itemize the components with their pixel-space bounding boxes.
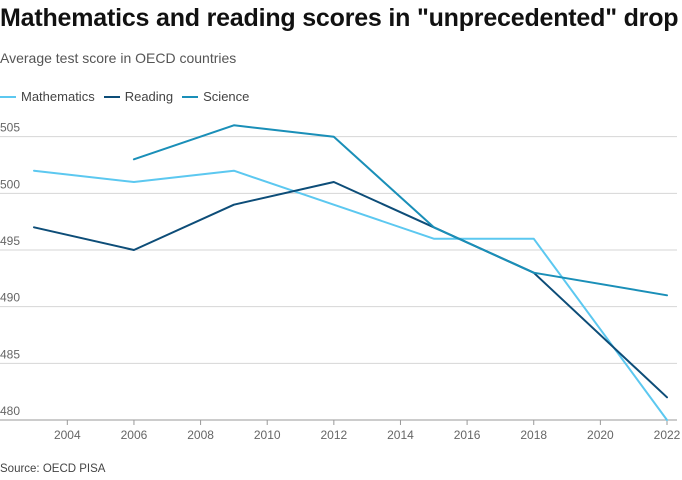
legend-item-reading: Reading xyxy=(103,89,174,104)
y-tick-label-495: 495 xyxy=(0,234,20,248)
series-line-science xyxy=(132,124,668,297)
y-tick-label-480: 480 xyxy=(0,404,20,418)
x-tick-label-2010: 2010 xyxy=(254,428,281,442)
chart-subtitle: Average test score in OECD countries xyxy=(0,50,237,66)
legend-swatch-reading xyxy=(103,95,120,98)
y-tick-label-490: 490 xyxy=(0,291,20,305)
x-tick-label-2012: 2012 xyxy=(320,428,347,442)
x-tick-label-2004: 2004 xyxy=(54,428,81,442)
legend-swatch-mathematics xyxy=(0,95,16,98)
legend-item-mathematics: Mathematics xyxy=(0,89,95,104)
source-note: Source: OECD PISA xyxy=(0,463,106,475)
x-tick-label-2020: 2020 xyxy=(587,428,614,442)
x-tick-label-2008: 2008 xyxy=(187,428,214,442)
x-tick-label-2018: 2018 xyxy=(520,428,547,442)
x-tick-label-2016: 2016 xyxy=(454,428,481,442)
y-tick-label-500: 500 xyxy=(0,177,20,191)
legend-label-mathematics: Mathematics xyxy=(21,89,95,104)
legend-label-science: Science xyxy=(203,89,250,104)
x-tick-label-2006: 2006 xyxy=(121,428,148,442)
y-tick-label-485: 485 xyxy=(0,347,20,361)
legend: Mathematics Reading Science xyxy=(0,89,258,104)
legend-swatch-science xyxy=(182,95,199,98)
chart-title: Mathematics and reading scores in "unpre… xyxy=(0,4,679,32)
x-tick-label-2022: 2022 xyxy=(654,428,681,442)
x-tick-label-2014: 2014 xyxy=(387,428,414,442)
series-line-mathematics xyxy=(33,169,668,421)
legend-item-science: Science xyxy=(182,89,249,104)
legend-label-reading: Reading xyxy=(124,89,174,104)
y-tick-label-505: 505 xyxy=(0,121,20,135)
